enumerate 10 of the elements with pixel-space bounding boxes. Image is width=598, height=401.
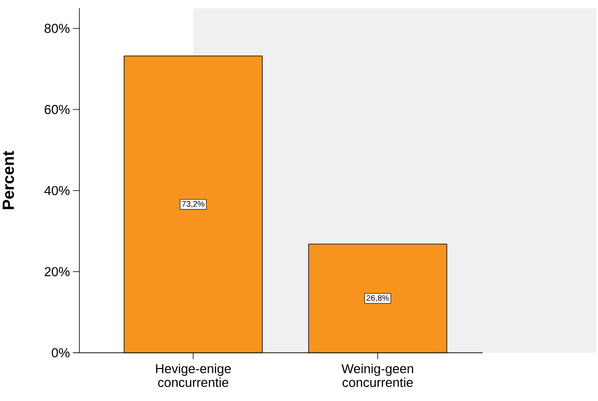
- y-tick-label: 60%: [44, 105, 70, 114]
- y-tick-label: 80%: [44, 24, 70, 34]
- y-tick-label: 20%: [44, 267, 70, 276]
- y-tick-label: 0%: [52, 348, 70, 358]
- y-tick-label: 40%: [44, 186, 70, 196]
- data-label: 26,8%: [366, 295, 389, 302]
- data-label: 73,2%: [182, 201, 204, 208]
- y-axis-title: Percent: [2, 151, 14, 210]
- x-tick-label: Weinig-geen concurrentie: [342, 364, 414, 388]
- x-tick-label: Hevige-enige concurrentie: [156, 364, 231, 388]
